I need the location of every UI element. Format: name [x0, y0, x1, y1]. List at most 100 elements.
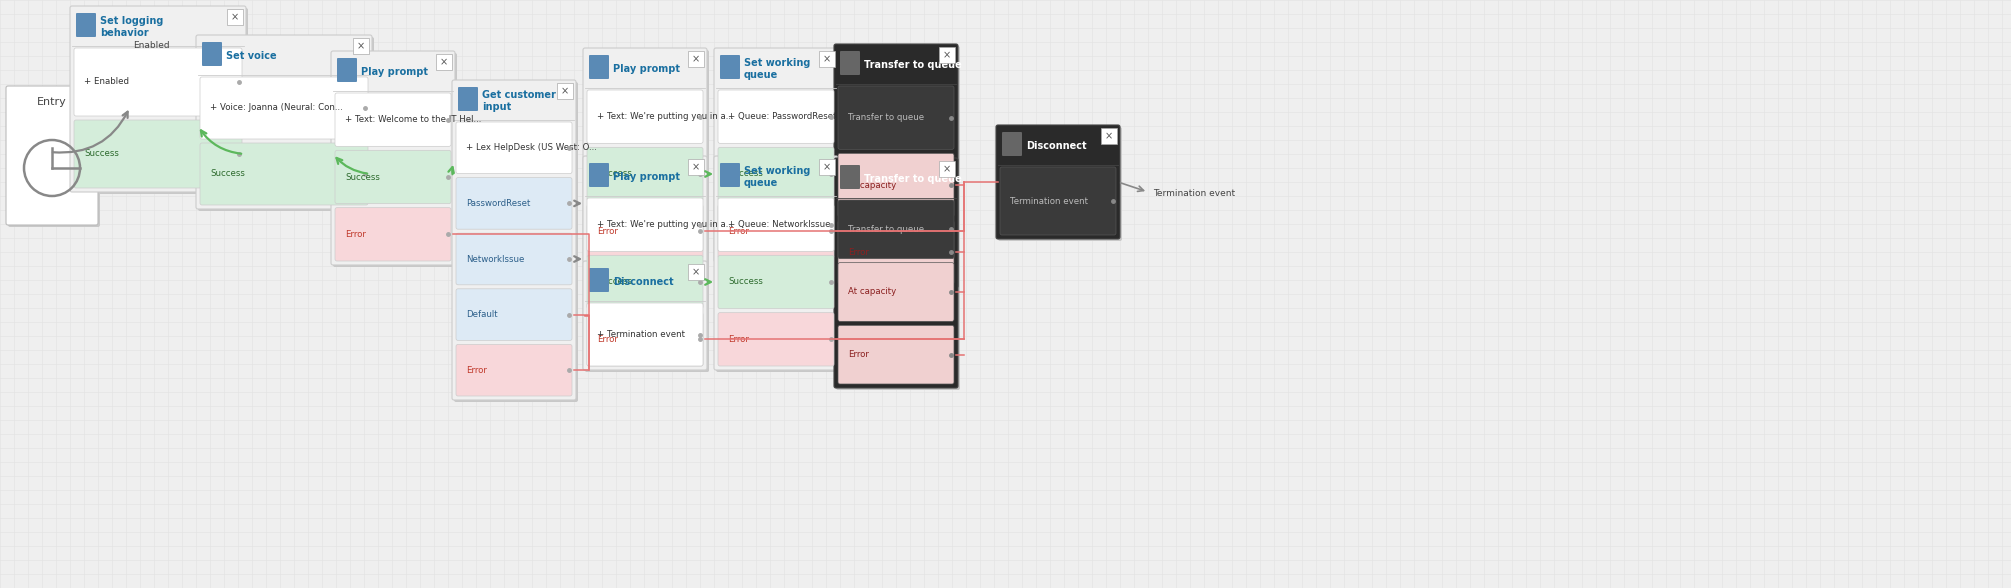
FancyBboxPatch shape: [997, 127, 1122, 241]
FancyBboxPatch shape: [818, 51, 835, 67]
FancyBboxPatch shape: [583, 156, 708, 370]
Text: Play prompt: Play prompt: [613, 172, 680, 182]
Text: ×: ×: [692, 267, 700, 277]
Text: ×: ×: [231, 12, 239, 22]
FancyBboxPatch shape: [459, 87, 479, 111]
Text: + Queue: PasswordReset: + Queue: PasswordReset: [728, 112, 837, 121]
FancyBboxPatch shape: [839, 263, 953, 321]
FancyBboxPatch shape: [718, 255, 835, 309]
FancyBboxPatch shape: [718, 205, 835, 258]
FancyBboxPatch shape: [583, 261, 708, 370]
FancyBboxPatch shape: [718, 198, 835, 251]
FancyBboxPatch shape: [436, 54, 452, 70]
FancyBboxPatch shape: [1100, 128, 1116, 144]
Text: Set working
queue: Set working queue: [744, 166, 810, 188]
FancyBboxPatch shape: [939, 161, 955, 177]
FancyBboxPatch shape: [336, 208, 450, 261]
Text: Success: Success: [728, 169, 762, 179]
FancyBboxPatch shape: [718, 90, 835, 143]
Text: ×: ×: [822, 54, 831, 64]
Text: Success: Success: [597, 169, 631, 179]
FancyBboxPatch shape: [839, 200, 953, 259]
FancyBboxPatch shape: [332, 51, 454, 265]
Text: NetworkIssue: NetworkIssue: [467, 255, 525, 263]
FancyBboxPatch shape: [720, 163, 740, 187]
Text: Play prompt: Play prompt: [613, 64, 680, 74]
FancyBboxPatch shape: [72, 8, 247, 194]
FancyBboxPatch shape: [585, 50, 710, 264]
Text: + Enabled: + Enabled: [84, 78, 129, 86]
Text: ×: ×: [692, 54, 700, 64]
Text: + Text: We're putting you in a...: + Text: We're putting you in a...: [597, 220, 734, 229]
FancyBboxPatch shape: [456, 289, 571, 340]
Text: Disconnect: Disconnect: [613, 277, 674, 287]
Text: At capacity: At capacity: [849, 288, 897, 296]
Text: Default: Default: [467, 310, 497, 319]
FancyBboxPatch shape: [714, 48, 839, 262]
FancyBboxPatch shape: [587, 255, 704, 309]
FancyBboxPatch shape: [839, 325, 953, 384]
FancyBboxPatch shape: [839, 153, 953, 216]
FancyBboxPatch shape: [199, 77, 368, 139]
FancyBboxPatch shape: [587, 303, 704, 366]
FancyBboxPatch shape: [716, 50, 841, 264]
Text: At capacity: At capacity: [849, 181, 897, 189]
FancyBboxPatch shape: [585, 263, 710, 372]
FancyBboxPatch shape: [334, 53, 456, 267]
Text: Success: Success: [346, 172, 380, 182]
FancyBboxPatch shape: [841, 165, 861, 189]
FancyBboxPatch shape: [835, 158, 957, 388]
FancyBboxPatch shape: [8, 88, 101, 227]
Text: Success: Success: [597, 278, 631, 286]
FancyBboxPatch shape: [999, 167, 1116, 235]
FancyBboxPatch shape: [195, 35, 372, 209]
FancyBboxPatch shape: [835, 44, 957, 288]
Text: Transfer to queue: Transfer to queue: [865, 60, 961, 70]
FancyBboxPatch shape: [354, 38, 368, 54]
FancyBboxPatch shape: [227, 9, 243, 25]
FancyBboxPatch shape: [76, 13, 97, 37]
FancyBboxPatch shape: [716, 158, 841, 372]
FancyBboxPatch shape: [557, 83, 573, 99]
FancyBboxPatch shape: [839, 86, 953, 149]
Text: Play prompt: Play prompt: [362, 67, 428, 77]
FancyBboxPatch shape: [839, 220, 953, 284]
Text: Enabled: Enabled: [133, 41, 169, 49]
FancyBboxPatch shape: [336, 93, 450, 146]
FancyBboxPatch shape: [456, 233, 571, 285]
FancyBboxPatch shape: [70, 6, 245, 192]
FancyBboxPatch shape: [837, 160, 959, 390]
Text: Set voice: Set voice: [225, 51, 278, 61]
FancyBboxPatch shape: [818, 159, 835, 175]
Text: + Lex HelpDesk (US West: O...: + Lex HelpDesk (US West: O...: [467, 143, 597, 152]
Text: Transfer to queue: Transfer to queue: [849, 225, 925, 234]
Text: Error: Error: [597, 227, 617, 236]
FancyBboxPatch shape: [589, 268, 609, 292]
FancyBboxPatch shape: [587, 205, 704, 258]
FancyBboxPatch shape: [939, 47, 955, 63]
Text: Error: Error: [346, 230, 366, 239]
FancyBboxPatch shape: [718, 313, 835, 366]
Text: Termination event: Termination event: [1010, 196, 1088, 205]
FancyBboxPatch shape: [201, 42, 221, 66]
FancyBboxPatch shape: [995, 125, 1120, 239]
FancyBboxPatch shape: [336, 151, 450, 203]
FancyBboxPatch shape: [587, 198, 704, 251]
FancyBboxPatch shape: [841, 51, 861, 75]
Text: + Text: We're putting you in a...: + Text: We're putting you in a...: [597, 112, 734, 121]
Text: PasswordReset: PasswordReset: [467, 199, 531, 208]
Text: ×: ×: [692, 162, 700, 172]
FancyBboxPatch shape: [720, 55, 740, 79]
Text: + Queue: NetworkIssue: + Queue: NetworkIssue: [728, 220, 831, 229]
Text: Disconnect: Disconnect: [1026, 141, 1086, 151]
Text: ×: ×: [822, 162, 831, 172]
FancyBboxPatch shape: [587, 313, 704, 366]
Text: Set logging
behavior: Set logging behavior: [101, 16, 163, 38]
Text: Error: Error: [728, 227, 748, 236]
FancyBboxPatch shape: [714, 156, 839, 370]
Text: Set working
queue: Set working queue: [744, 58, 810, 80]
Text: + Voice: Joanna (Neural: Con...: + Voice: Joanna (Neural: Con...: [209, 103, 342, 112]
FancyBboxPatch shape: [587, 90, 704, 143]
FancyBboxPatch shape: [456, 178, 571, 229]
FancyBboxPatch shape: [585, 158, 710, 372]
